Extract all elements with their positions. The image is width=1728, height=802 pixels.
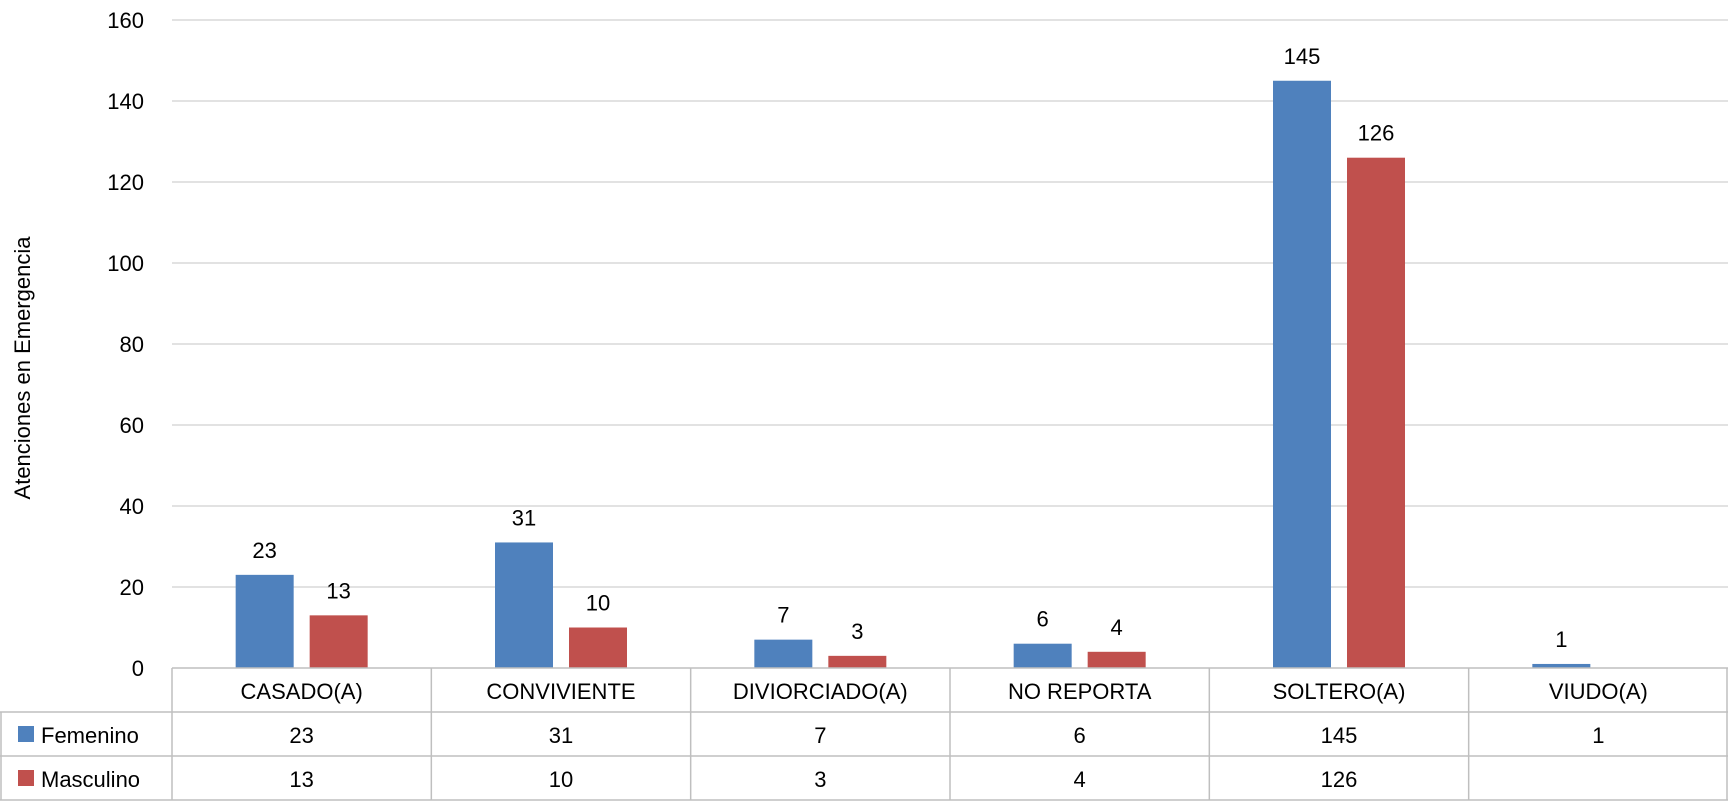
table-cell: 3 — [814, 767, 826, 792]
bar-femenino-1 — [495, 542, 553, 668]
table-cell: 10 — [549, 767, 573, 792]
bar-masculino-4 — [1347, 157, 1405, 668]
legend-label: Masculino — [41, 767, 140, 792]
bar-femenino-2 — [754, 639, 813, 668]
bar-masculino-1 — [569, 627, 627, 668]
y-tick-label: 80 — [120, 332, 144, 357]
data-label: 13 — [326, 578, 350, 603]
table-cell: 1 — [1592, 723, 1604, 748]
data-label: 3 — [851, 619, 863, 644]
table-cell: 23 — [289, 723, 313, 748]
table-cell: 145 — [1321, 723, 1358, 748]
bar-femenino-4 — [1273, 80, 1331, 668]
bar-femenino-3 — [1013, 643, 1072, 668]
data-label: 10 — [586, 591, 610, 616]
bar-femenino-5 — [1532, 663, 1591, 668]
bar-femenino-0 — [235, 574, 294, 668]
y-tick-label: 100 — [107, 251, 144, 276]
data-label: 7 — [777, 603, 789, 628]
legend-label: Femenino — [41, 723, 139, 748]
table-cell: 7 — [814, 723, 826, 748]
table-cell: 6 — [1074, 723, 1086, 748]
y-tick-label: 0 — [132, 656, 144, 681]
gridlines — [172, 19, 1728, 588]
category-label: NO REPORTA — [1008, 679, 1152, 704]
y-tick-label: 20 — [120, 575, 144, 600]
data-label: 145 — [1284, 44, 1321, 69]
y-tick-label: 140 — [107, 89, 144, 114]
data-label: 6 — [1037, 607, 1049, 632]
y-tick-label: 40 — [120, 494, 144, 519]
table-cell: 13 — [289, 767, 313, 792]
category-label: VIUDO(A) — [1549, 679, 1648, 704]
data-label: 1 — [1555, 627, 1567, 652]
bars — [235, 80, 1591, 668]
bar-masculino-3 — [1087, 651, 1146, 668]
legend-swatch-masculino — [18, 770, 34, 786]
category-label: CASADO(A) — [241, 679, 363, 704]
data-label: 31 — [512, 505, 536, 530]
table-cell: 126 — [1321, 767, 1358, 792]
y-tick-label: 120 — [107, 170, 144, 195]
bar-masculino-2 — [828, 655, 887, 668]
data-label: 126 — [1358, 121, 1395, 146]
category-label: CONVIVIENTE — [486, 679, 635, 704]
category-label: DIVIORCIADO(A) — [733, 679, 908, 704]
table-cell: 31 — [549, 723, 573, 748]
category-label: SOLTERO(A) — [1273, 679, 1406, 704]
y-tick-label: 160 — [107, 8, 144, 33]
data-table: CASADO(A) CONVIVIENTE DIVIORCIADO(A) NO REP… — [0, 667, 1728, 801]
legend-swatch-femenino — [18, 726, 34, 742]
y-axis-label: Atenciones en Emergencia — [10, 236, 35, 500]
data-labels: 23 13 31 10 7 3 6 4 145 126 1 — [252, 44, 1567, 652]
data-label: 4 — [1111, 615, 1123, 640]
y-axis-ticks: 0 20 40 60 80 100 120 140 160 — [107, 8, 144, 681]
bar-masculino-0 — [309, 615, 368, 668]
y-tick-label: 60 — [120, 413, 144, 438]
table-cell: 4 — [1074, 767, 1086, 792]
data-label: 23 — [252, 538, 276, 563]
